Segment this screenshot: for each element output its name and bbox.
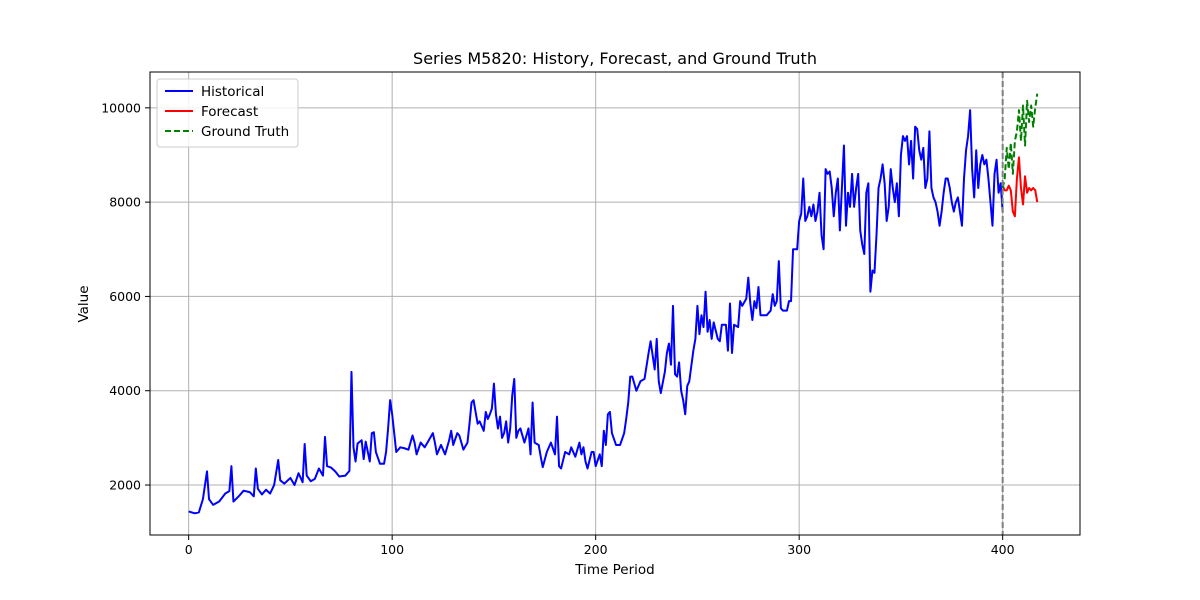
- axis-ticks: 0 100 200 300 400 2000 4000 6000 8000 10000: [101, 100, 1014, 557]
- x-tick-label: 200: [584, 542, 608, 557]
- x-tick-label: 100: [380, 542, 404, 557]
- x-tick-label: 400: [991, 542, 1015, 557]
- series-line-ground-truth: [1001, 93, 1039, 189]
- plot-frame: [149, 71, 1081, 536]
- series-line-forecast: [1001, 156, 1039, 218]
- x-tick-label: 300: [787, 542, 811, 557]
- y-axis-label: Value: [76, 285, 92, 322]
- y-tick-label: 2000: [109, 478, 141, 493]
- legend-label-ground-truth: Ground Truth: [201, 124, 289, 140]
- y-tick-label: 6000: [109, 289, 141, 304]
- y-tick-label: 10000: [101, 100, 141, 115]
- series-layer: [188, 93, 1039, 515]
- y-tick-label: 8000: [109, 195, 141, 210]
- legend: Historical Forecast Ground Truth: [156, 78, 299, 148]
- series-line-historical: [188, 109, 1004, 515]
- x-tick-label: 0: [185, 542, 193, 557]
- y-tick-label: 4000: [109, 383, 141, 398]
- legend-label-forecast: Forecast: [201, 104, 258, 120]
- x-axis-label: Time Period: [574, 562, 654, 578]
- chart-title: Series M5820: History, Forecast, and Gro…: [413, 49, 817, 68]
- legend-label-historical: Historical: [201, 84, 264, 100]
- grid-lines: [150, 72, 1080, 535]
